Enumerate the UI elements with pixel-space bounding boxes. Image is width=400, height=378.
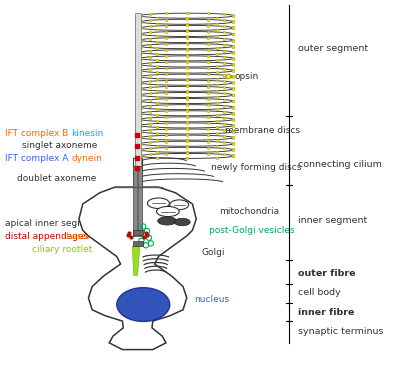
Text: ciliary rootlet: ciliary rootlet bbox=[32, 245, 93, 254]
Ellipse shape bbox=[148, 198, 169, 209]
Text: dynein: dynein bbox=[71, 154, 102, 163]
Text: apical inner segment collar: apical inner segment collar bbox=[5, 219, 129, 228]
Text: inner fibre: inner fibre bbox=[298, 308, 355, 317]
Text: connecting cilium: connecting cilium bbox=[298, 160, 382, 169]
Bar bbox=[133, 166, 137, 236]
Text: basal body: basal body bbox=[66, 232, 116, 241]
Ellipse shape bbox=[170, 200, 189, 210]
Text: outer fibre: outer fibre bbox=[298, 269, 356, 278]
Text: mitochondria: mitochondria bbox=[219, 207, 279, 216]
Text: synaptic terminus: synaptic terminus bbox=[298, 327, 384, 336]
Text: newly forming discs: newly forming discs bbox=[211, 163, 302, 172]
Text: IFT complex A: IFT complex A bbox=[5, 154, 68, 163]
Polygon shape bbox=[79, 187, 196, 350]
Text: post-Golgi vesicles: post-Golgi vesicles bbox=[209, 226, 294, 235]
Text: IFT complex B: IFT complex B bbox=[5, 129, 68, 138]
Bar bbox=[134, 12, 141, 187]
Ellipse shape bbox=[117, 288, 170, 321]
Bar bbox=[133, 158, 142, 187]
Ellipse shape bbox=[174, 218, 190, 226]
Text: inner segment: inner segment bbox=[298, 216, 368, 225]
Text: cell body: cell body bbox=[298, 288, 341, 297]
Bar bbox=[133, 241, 142, 246]
Ellipse shape bbox=[158, 217, 176, 225]
Bar bbox=[133, 229, 142, 235]
Text: Golgi: Golgi bbox=[202, 248, 226, 257]
Ellipse shape bbox=[156, 206, 179, 217]
Bar bbox=[138, 166, 142, 236]
Text: outer segment: outer segment bbox=[298, 44, 368, 53]
Text: nucleus: nucleus bbox=[194, 295, 230, 304]
Text: distal appendages: distal appendages bbox=[5, 232, 88, 241]
Text: opsin: opsin bbox=[234, 72, 258, 81]
Text: membrane discs: membrane discs bbox=[225, 126, 300, 135]
Text: doublet axoneme: doublet axoneme bbox=[16, 174, 96, 183]
Text: singlet axoneme: singlet axoneme bbox=[22, 141, 98, 150]
Text: kinesin: kinesin bbox=[71, 129, 104, 138]
Polygon shape bbox=[132, 246, 140, 275]
